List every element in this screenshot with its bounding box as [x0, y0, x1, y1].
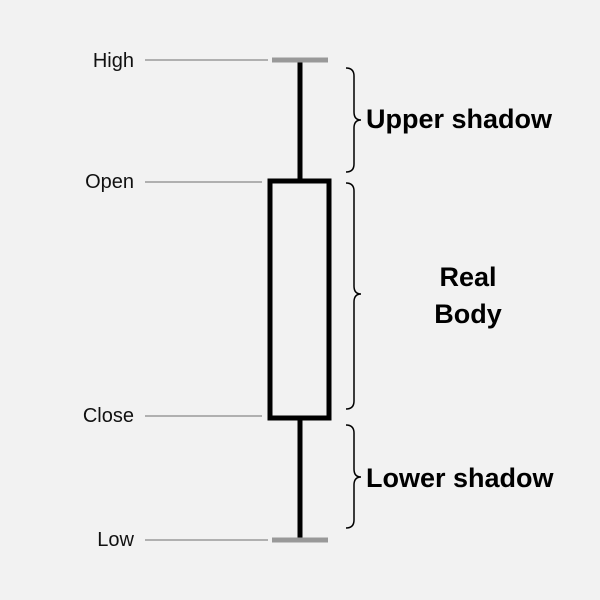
real-body	[267, 178, 332, 421]
low-label: Low	[97, 529, 134, 551]
upper-shadow-label: Upper shadow	[366, 104, 553, 134]
real-body-brace	[345, 182, 362, 410]
lower-shadow-brace	[345, 424, 362, 529]
lower-shadow-label: Lower shadow	[366, 463, 555, 493]
upper-shadow-brace	[345, 67, 362, 173]
real-body-label-line2: Body	[434, 299, 502, 329]
high-label: High	[93, 50, 134, 72]
close-label: Close	[83, 405, 134, 427]
open-label: Open	[85, 171, 134, 193]
real-body-label-line1: Real	[439, 262, 496, 292]
